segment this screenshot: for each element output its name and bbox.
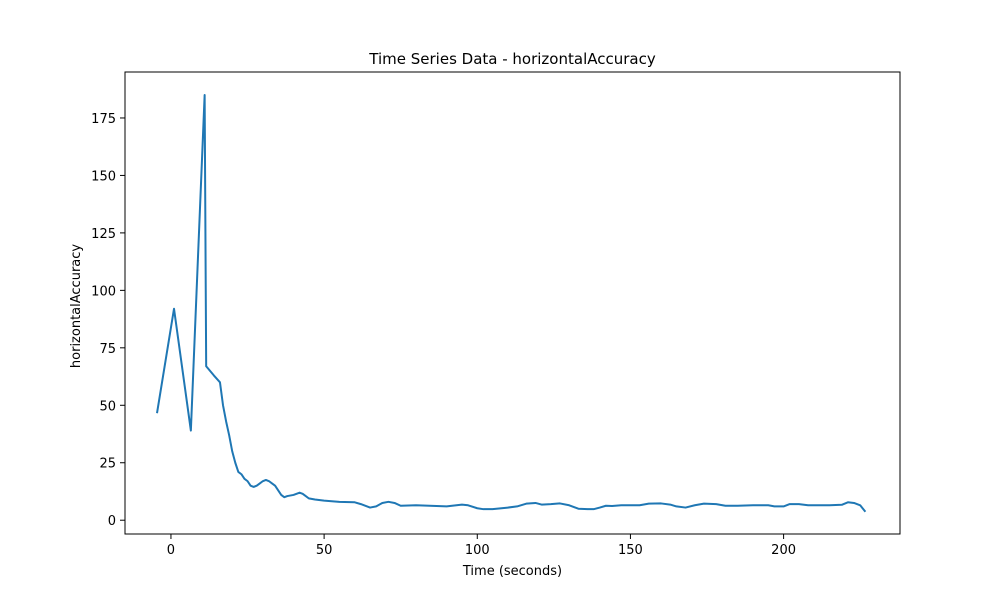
x-tick-label: 50 [316,543,333,558]
chart-title: Time Series Data - horizontalAccuracy [368,50,656,68]
y-tick-label: 125 [91,227,116,242]
y-tick-label: 50 [99,399,116,414]
data-series-line-0 [156,93,867,513]
plot-area: 0 50 100 150 200 0 25 50 75 100 125 150 175 [91,71,901,558]
x-tick-label: 100 [465,543,490,558]
x-tick-label: 200 [771,543,796,558]
y-tick-label: 75 [99,342,116,357]
plot-frame [124,71,901,535]
y-tick-label: 100 [91,284,116,299]
y-tick-label: 0 [108,514,116,529]
x-axis-title: Time (seconds) [462,564,562,579]
y-tick-label: 25 [99,457,116,472]
x-tick-label: 0 [167,543,175,558]
x-tick-label: 150 [618,543,643,558]
y-tick-label: 150 [91,169,116,184]
y-tick-label: 175 [91,112,116,127]
y-axis-title: horizontalAccuracy [69,244,84,368]
